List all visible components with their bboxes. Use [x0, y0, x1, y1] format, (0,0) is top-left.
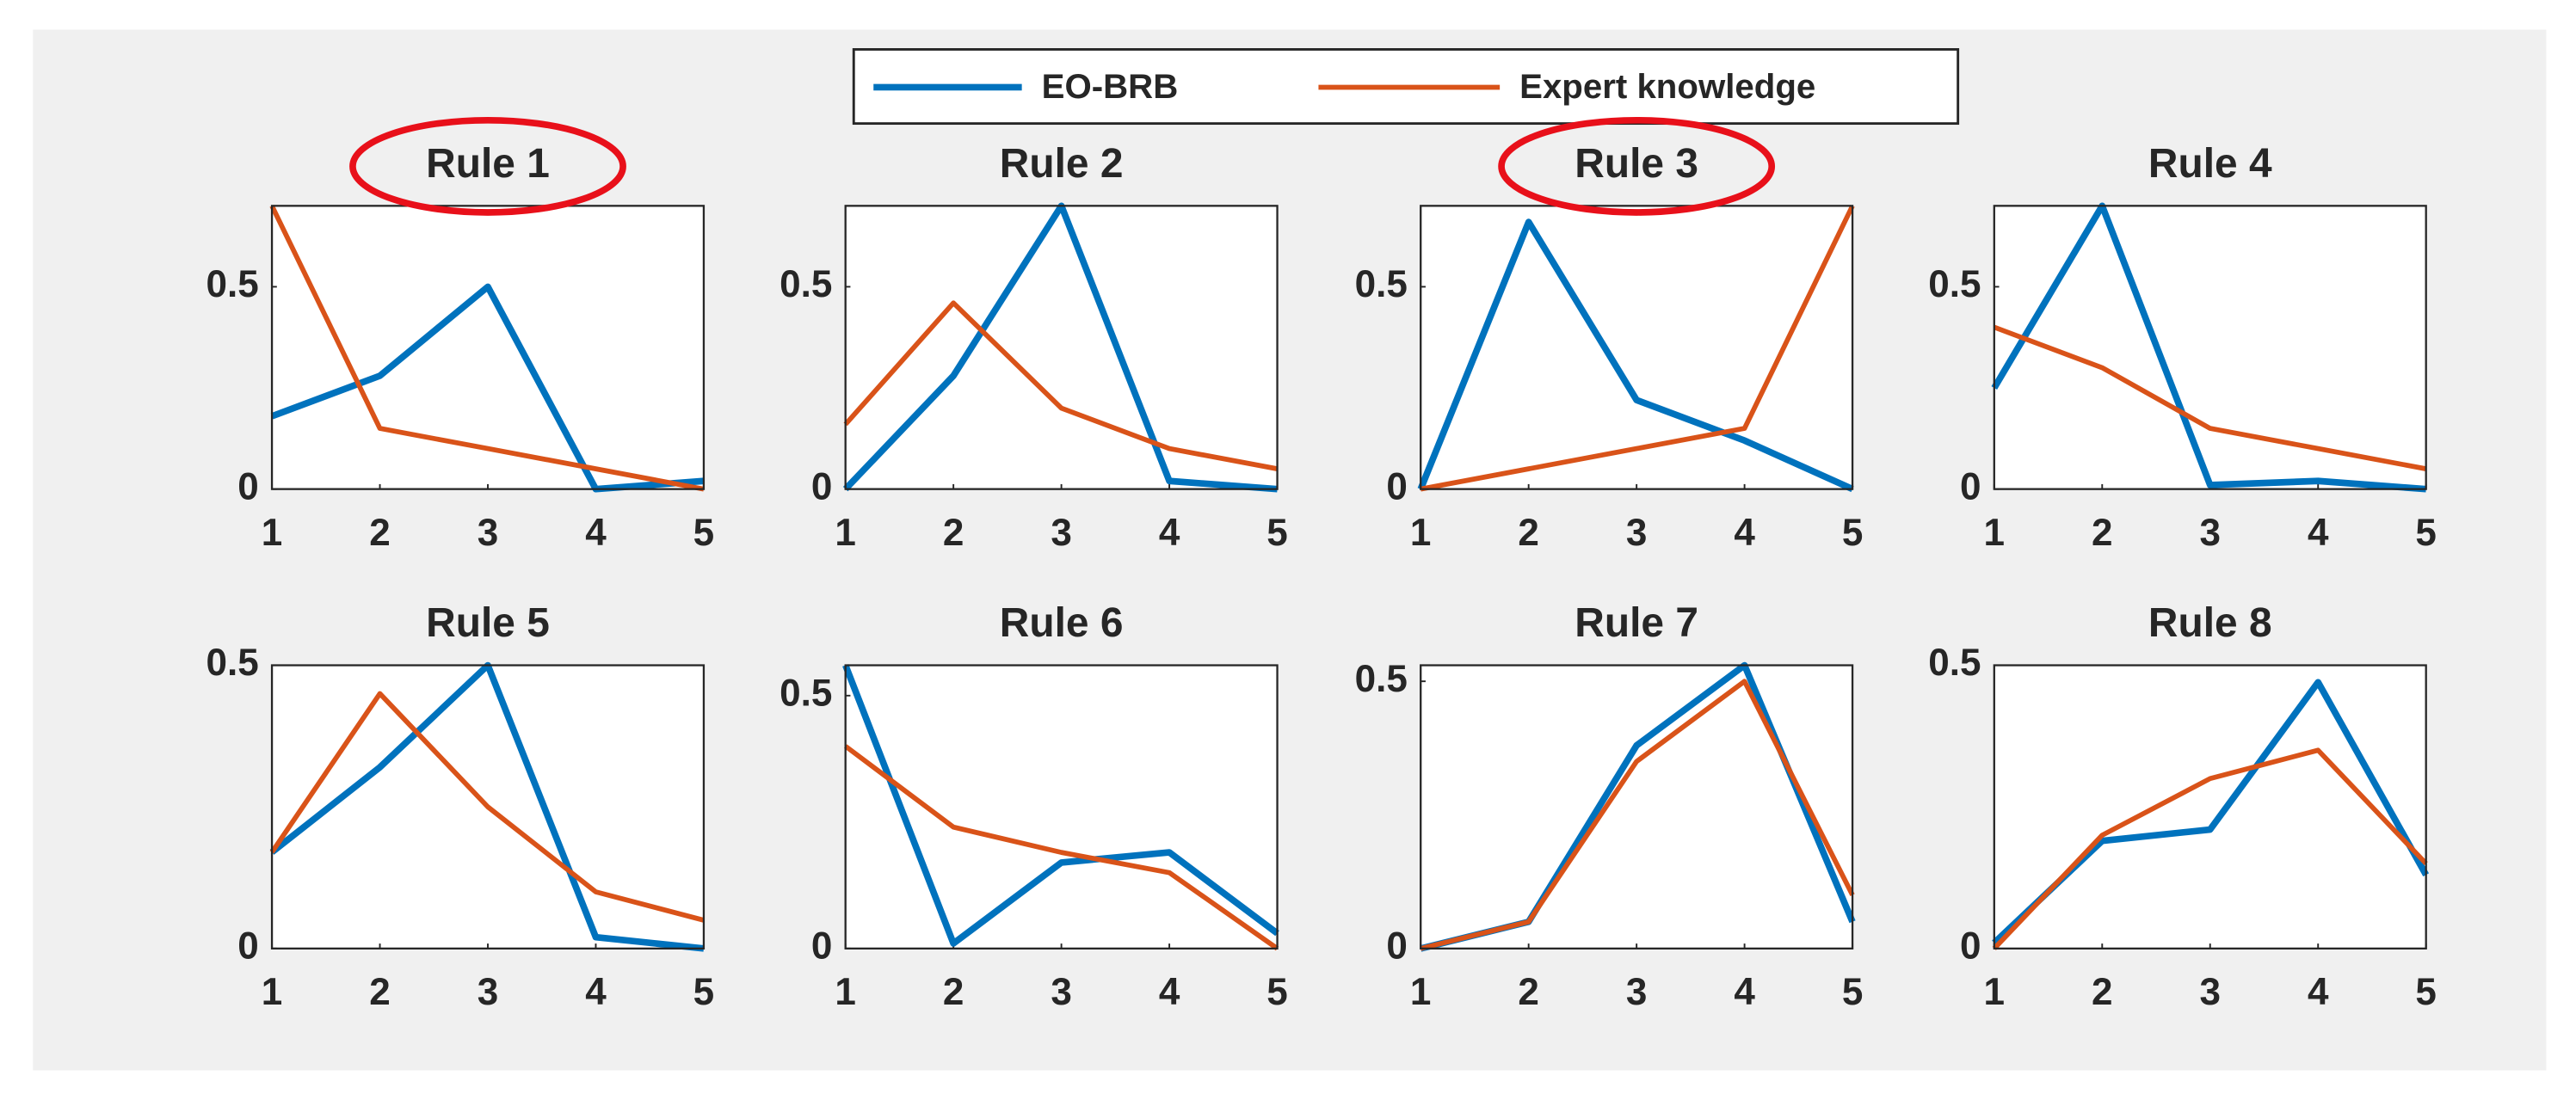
y-tick-label: 0 [1960, 465, 1981, 507]
x-tick-label: 5 [1842, 512, 1864, 554]
data-line [1993, 324, 2427, 471]
y-tick-label: 0 [811, 925, 833, 967]
x-tick-label: 1 [835, 971, 856, 1013]
subplot-title: Rule 3 [1575, 141, 1698, 187]
x-tick-label: 4 [1734, 512, 1755, 554]
plot-frame [1420, 664, 1854, 949]
x-tick-label: 4 [2308, 512, 2329, 554]
x-tick-label: 4 [1159, 512, 1180, 554]
x-tick-label: 3 [1626, 971, 1648, 1013]
x-tick-label: 1 [1984, 512, 2006, 554]
x-tick-label: 4 [2308, 971, 2329, 1013]
data-line [1991, 202, 2426, 493]
x-tick-label: 2 [1518, 512, 1539, 554]
x-tick-label: 4 [585, 512, 607, 554]
plot-area [1994, 665, 2426, 949]
x-tick-label: 1 [262, 512, 283, 554]
y-tick-label: 0 [1386, 465, 1408, 507]
data-line [843, 300, 1279, 471]
plot-area [845, 665, 1278, 949]
x-tick-label: 1 [262, 971, 283, 1013]
x-tick-label: 2 [1518, 971, 1539, 1013]
x-tick-label: 2 [2092, 512, 2113, 554]
plot-frame [844, 664, 1279, 949]
plot-frame [270, 664, 706, 949]
y-tick-label: 0.5 [206, 642, 259, 684]
highlight-ellipse [1498, 116, 1776, 216]
y-tick-label: 0 [237, 925, 259, 967]
x-tick-label: 3 [1051, 512, 1072, 554]
subplot-title: Rule 2 [1000, 141, 1124, 187]
plot-frame [844, 205, 1279, 490]
subplot-title: Rule 6 [1000, 600, 1124, 646]
x-tick-label: 1 [1984, 971, 2006, 1013]
data-line [269, 205, 705, 492]
data-line [269, 691, 705, 923]
subplot-title: Rule 5 [426, 600, 550, 646]
y-tick-label: 0.5 [1928, 263, 1981, 305]
x-tick-label: 2 [369, 971, 391, 1013]
plot-area [272, 206, 704, 489]
x-tick-label: 1 [835, 512, 856, 554]
subplot-title: Rule 8 [2148, 600, 2272, 646]
plot-area [1420, 665, 1853, 949]
plot-area [1994, 206, 2426, 489]
highlight-ellipse [349, 116, 626, 216]
x-tick-label: 3 [2199, 512, 2221, 554]
x-tick-label: 5 [1266, 971, 1288, 1013]
x-tick-label: 5 [693, 971, 715, 1013]
y-tick-label: 0 [237, 465, 259, 507]
x-tick-label: 4 [585, 971, 607, 1013]
subplot-title: Rule 4 [2148, 141, 2272, 187]
x-tick-label: 5 [1266, 512, 1288, 554]
subplot-title: Rule 7 [1575, 600, 1698, 646]
data-line [842, 664, 1279, 947]
data-line [1420, 205, 1855, 492]
data-line [843, 744, 1279, 951]
plot-frame [1993, 664, 2427, 949]
x-tick-label: 1 [1410, 971, 1432, 1013]
y-tick-label: 0.5 [1355, 263, 1408, 305]
x-tick-label: 3 [478, 512, 499, 554]
x-tick-label: 4 [1734, 971, 1755, 1013]
data-line [1420, 679, 1855, 951]
x-tick-label: 2 [369, 512, 391, 554]
plot-area [845, 206, 1278, 489]
plot-frame [1993, 205, 2427, 490]
x-tick-label: 5 [2415, 512, 2437, 554]
data-line [270, 283, 705, 493]
subplot-title: Rule 1 [426, 141, 550, 187]
data-line [1417, 218, 1854, 493]
x-tick-label: 3 [1626, 512, 1648, 554]
legend-label: EO-BRB [1042, 67, 1179, 106]
y-tick-label: 0 [1960, 925, 1981, 967]
y-tick-label: 0.5 [780, 263, 832, 305]
y-tick-label: 0 [811, 465, 833, 507]
x-tick-label: 3 [1051, 971, 1072, 1013]
plot-area [1420, 206, 1853, 489]
x-tick-label: 5 [693, 512, 715, 554]
y-tick-label: 0 [1386, 925, 1408, 967]
y-tick-label: 0.5 [206, 263, 259, 305]
x-tick-label: 3 [2199, 971, 2221, 1013]
y-tick-label: 0.5 [780, 672, 832, 714]
y-tick-label: 0.5 [1928, 642, 1981, 684]
x-tick-label: 5 [2415, 971, 2437, 1013]
x-tick-label: 2 [943, 971, 964, 1013]
plot-frame [270, 205, 706, 490]
legend-label: Expert knowledge [1519, 67, 1815, 106]
x-tick-label: 3 [478, 971, 499, 1013]
x-tick-label: 5 [1842, 971, 1864, 1013]
x-tick-label: 4 [1159, 971, 1180, 1013]
y-tick-label: 0.5 [1355, 658, 1408, 700]
x-tick-label: 2 [943, 512, 964, 554]
x-tick-label: 1 [1410, 512, 1432, 554]
plot-frame [1420, 205, 1854, 490]
data-line [1992, 747, 2428, 950]
x-tick-label: 2 [2092, 971, 2113, 1013]
